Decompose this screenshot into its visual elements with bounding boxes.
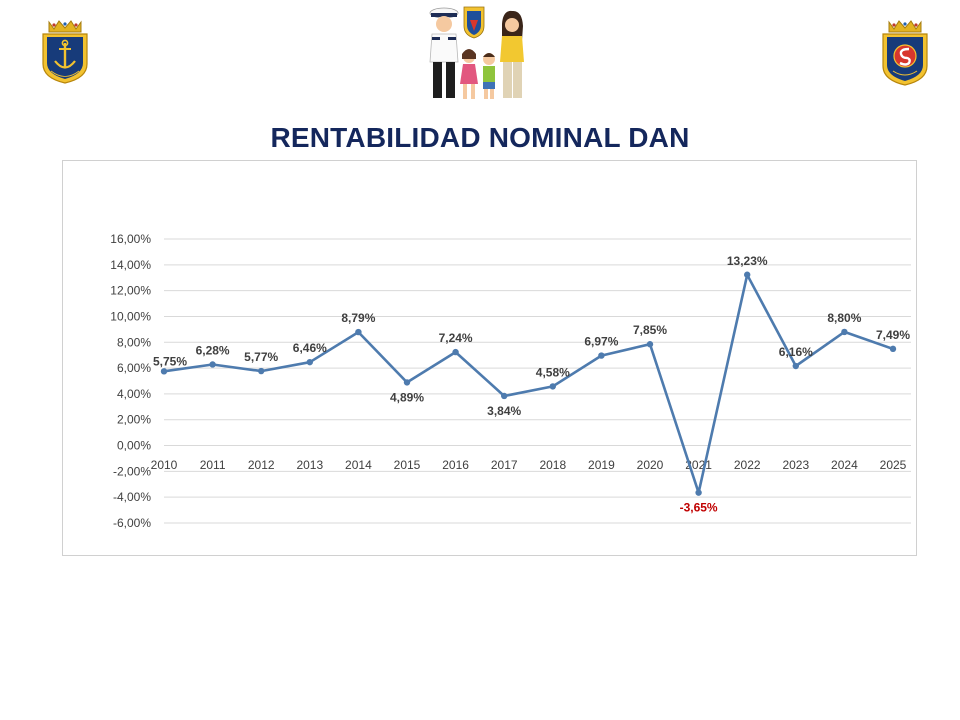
- x-tick-label: 2025: [880, 458, 907, 472]
- data-point: [306, 358, 313, 366]
- data-label: 8,79%: [341, 311, 375, 325]
- data-point: [355, 328, 362, 336]
- y-tick-label: -2,00%: [113, 464, 151, 478]
- data-point: [160, 368, 168, 375]
- data-point: [646, 341, 654, 348]
- data-point: [452, 348, 459, 356]
- data-label: -3,65%: [680, 501, 718, 515]
- x-tick-label: 2011: [200, 458, 226, 472]
- data-label: 3,84%: [487, 404, 521, 418]
- data-label: 6,46%: [293, 341, 327, 355]
- x-tick-label: 2014: [345, 458, 372, 472]
- data-point: [695, 489, 702, 496]
- y-tick-label: 0,00%: [117, 439, 151, 453]
- data-label: 7,24%: [439, 331, 473, 345]
- data-label: 4,89%: [390, 390, 424, 404]
- x-tick-label: 2017: [491, 458, 518, 472]
- data-point: [209, 361, 216, 368]
- data-label: 6,28%: [196, 343, 230, 357]
- y-tick-label: 12,00%: [110, 284, 151, 298]
- x-tick-label: 2020: [637, 458, 664, 472]
- x-tick-label: 2022: [734, 458, 761, 472]
- y-tick-label: 4,00%: [117, 387, 151, 401]
- data-point: [744, 271, 751, 278]
- gridlines: [164, 238, 911, 524]
- x-tick-label: 2019: [588, 458, 615, 472]
- family-illustration-icon: [429, 6, 524, 99]
- data-point: [549, 383, 556, 390]
- y-tick-label: 14,00%: [110, 258, 151, 272]
- x-axis-tick-labels: 2010 2011 2012 2013 2014 2015 2016 2017 2018 2019…: [151, 458, 907, 472]
- data-points: [160, 271, 897, 496]
- y-tick-label: -6,00%: [113, 516, 151, 530]
- y-tick-label: 6,00%: [117, 361, 151, 375]
- x-tick-label: 2024: [831, 458, 858, 472]
- y-tick-label: 10,00%: [110, 309, 151, 323]
- data-label: 6,16%: [779, 345, 813, 359]
- data-point: [598, 352, 605, 359]
- data-point: [889, 345, 897, 353]
- data-point: [403, 379, 411, 386]
- data-point: [841, 328, 848, 336]
- x-tick-label: 2010: [151, 458, 178, 472]
- y-tick-label: 16,00%: [110, 232, 151, 246]
- x-tick-label: 2012: [248, 458, 275, 472]
- y-tick-label: 8,00%: [117, 335, 151, 349]
- page-title: RENTABILIDAD NOMINAL DAN: [270, 122, 690, 153]
- data-label: 4,58%: [536, 365, 570, 379]
- data-label: 7,85%: [633, 323, 667, 337]
- x-tick-label: 2015: [394, 458, 421, 472]
- data-label: 5,75%: [153, 354, 187, 368]
- data-labels: 5,75% 6,28% 5,77% 6,46% 8,79% 4,89% 7,24% 3,84%…: [153, 254, 910, 515]
- data-label: 6,97%: [584, 335, 618, 349]
- data-label: 8,80%: [827, 311, 861, 325]
- line-chart: 16,00% 14,00% 12,00% 10,00% 8,00% 6,00% 4,00% 2…: [110, 232, 911, 530]
- data-point: [501, 392, 508, 400]
- data-label: 13,23%: [727, 254, 768, 268]
- y-axis-tick-labels: 16,00% 14,00% 12,00% 10,00% 8,00% 6,00% 4,00% 2…: [110, 232, 151, 530]
- y-tick-label: -4,00%: [113, 490, 151, 504]
- data-point: [792, 362, 799, 370]
- x-tick-label: 2018: [539, 458, 566, 472]
- x-tick-label: 2016: [442, 458, 469, 472]
- navy-anchor-crest-icon: [42, 20, 88, 84]
- series-line: [163, 273, 894, 494]
- data-label: 5,77%: [244, 350, 278, 364]
- welfare-service-crest-icon: [882, 20, 928, 86]
- y-tick-label: 2,00%: [117, 413, 151, 427]
- data-label: 7,49%: [876, 328, 910, 342]
- chart-frame: 16,00% 14,00% 12,00% 10,00% 8,00% 6,00% 4,00% 2…: [62, 160, 917, 556]
- data-point: [258, 367, 265, 375]
- x-tick-label: 2013: [296, 458, 323, 472]
- x-tick-label: 2023: [782, 458, 809, 472]
